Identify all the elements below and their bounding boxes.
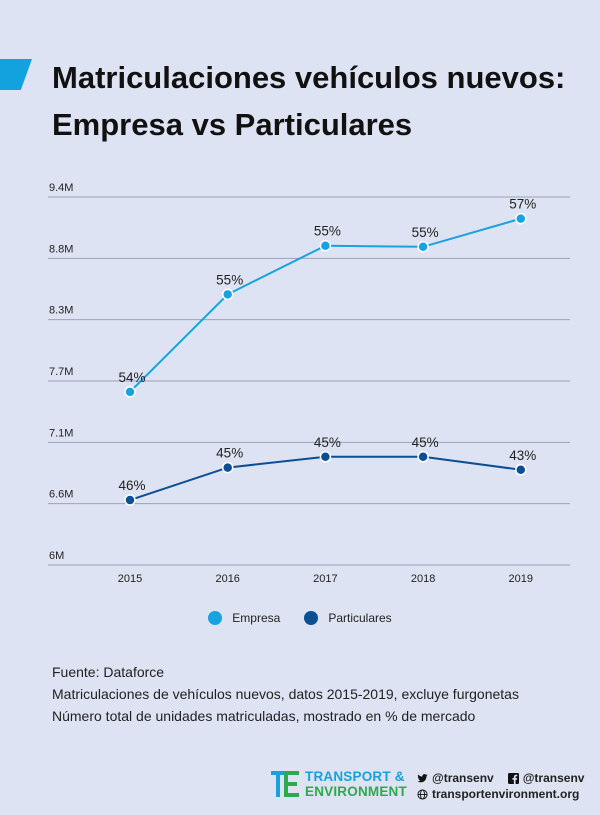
y-tick-label: 8.8M [49, 243, 73, 255]
te-logo-icon [271, 771, 299, 797]
chart-title: Matriculaciones vehículos nuevos: Empres… [52, 54, 572, 148]
data-point [319, 451, 332, 463]
legend-dot-empresa [208, 611, 223, 625]
data-label: 45% [412, 435, 439, 450]
data-point [515, 212, 527, 225]
legend-label-particulares: Particulares [328, 611, 392, 625]
legend-label-empresa: Empresa [232, 611, 281, 625]
y-tick-label: 9.4M [49, 182, 73, 194]
y-tick-label: 6.6M [49, 489, 73, 501]
data-label: 43% [509, 448, 536, 463]
brand-name: TRANSPORT & ENVIRONMENT [305, 769, 407, 799]
legend-dot-particulares [304, 611, 319, 625]
legend-item-empresa: Empresa [208, 611, 280, 625]
data-point [124, 494, 136, 506]
data-point [221, 461, 234, 474]
data-label: 54% [118, 370, 145, 385]
data-label: 45% [216, 446, 243, 461]
facebook-handle: @transenv [522, 771, 585, 785]
data-label: 55% [412, 225, 439, 240]
y-tick-label: 6M [49, 550, 64, 562]
data-point [221, 288, 234, 301]
data-point [417, 241, 429, 253]
x-tick-label: 2017 [313, 573, 337, 585]
y-tick-label: 7.7M [49, 366, 73, 378]
data-point [417, 451, 429, 463]
note-description: Matriculaciones de vehículos nuevos, dat… [52, 686, 519, 702]
x-tick-label: 2015 [118, 573, 142, 585]
data-point [124, 386, 136, 398]
y-tick-label: 7.1M [49, 427, 73, 439]
y-tick-label: 8.3M [49, 305, 73, 317]
x-tick-label: 2016 [215, 573, 239, 585]
twitter-icon [417, 773, 428, 782]
brand-line-1: TRANSPORT & [305, 769, 405, 784]
note-source: Fuente: Dataforce [52, 664, 165, 680]
line-chart: 6M 6.6M 7.1M 7.7M 8.3M 8.8M 9.4M 2015 2016 2017 20… [48, 182, 570, 585]
legend-item-particulares: Particulares [304, 611, 392, 625]
x-tick-label: 2018 [411, 573, 435, 585]
website-link[interactable]: transportenvironment.org [417, 786, 584, 802]
data-label: 55% [314, 224, 341, 239]
social-links: @transenv @transenv transportenvironment… [417, 770, 584, 802]
title-line-1: Matriculaciones vehículos nuevos: [52, 60, 566, 95]
data-point [515, 464, 527, 476]
data-label: 45% [314, 435, 341, 450]
series-line-particulares [129, 455, 521, 502]
source-notes: Fuente: Dataforce Matriculaciones de veh… [52, 661, 519, 727]
x-tick-label: 2019 [509, 573, 533, 585]
title-accent-shape [0, 59, 32, 90]
twitter-handle: @transenv [432, 771, 494, 785]
data-label: 55% [216, 272, 243, 287]
data-label: 57% [509, 197, 536, 212]
facebook-link[interactable]: @transenv [507, 770, 585, 786]
twitter-link[interactable]: @transenv [417, 770, 494, 786]
note-units: Número total de unidades matriculadas, m… [52, 708, 476, 724]
globe-icon [417, 788, 428, 800]
data-label: 46% [118, 478, 145, 493]
website-url: transportenvironment.org [432, 787, 580, 801]
title-line-2: Empresa vs Particulares [52, 107, 413, 142]
data-point [319, 239, 332, 252]
brand-line-2: ENVIRONMENT [305, 784, 407, 799]
facebook-icon [507, 772, 519, 784]
chart-legend: Empresa Particulares [0, 611, 600, 625]
